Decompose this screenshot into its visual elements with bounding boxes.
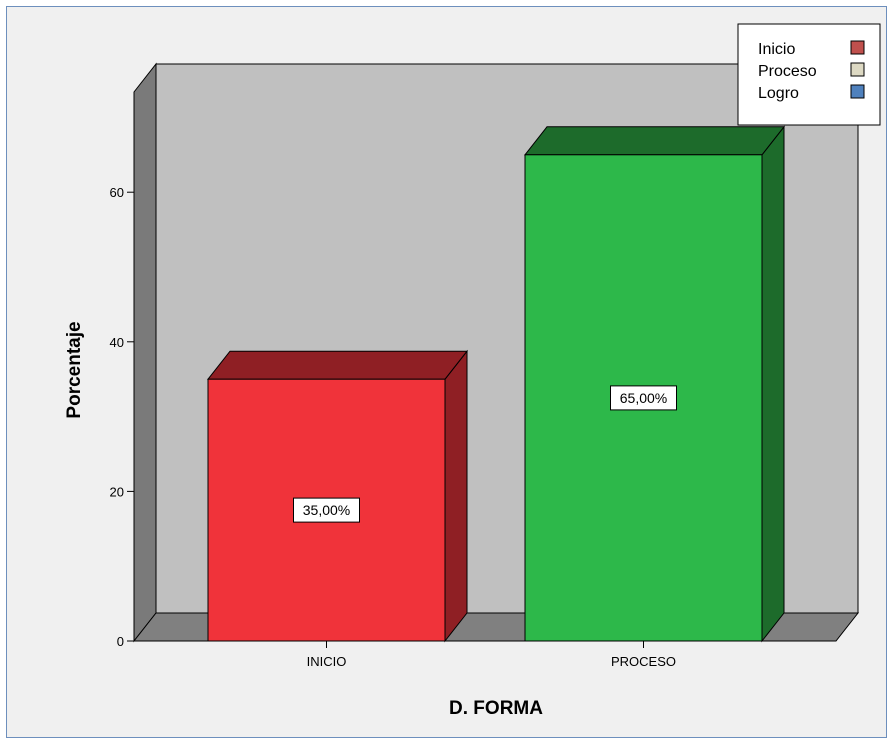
y-tick-label: 60 <box>110 185 124 200</box>
data-label-box <box>293 497 360 523</box>
bar-inicio: 35,00% <box>206 349 469 643</box>
legend-swatch <box>850 84 865 99</box>
y-axis: 0 20 40 60 <box>110 92 135 649</box>
left-wall <box>133 62 157 643</box>
x-axis-title: D. FORMA <box>449 698 543 719</box>
x-axis: INICIO PROCESO <box>307 641 676 669</box>
data-label: 65,00% <box>620 390 667 406</box>
legend-swatch <box>850 40 865 55</box>
data-label: 35,00% <box>303 502 350 518</box>
legend-swatch <box>850 62 865 77</box>
y-axis-title: Porcentaje <box>64 321 85 418</box>
legend: Inicio Proceso Logro <box>737 23 881 126</box>
legend-label: Proceso <box>758 63 817 80</box>
y-tick-label: 0 <box>117 634 124 649</box>
bar-side <box>761 125 785 643</box>
bar-side <box>444 349 468 643</box>
x-tick-label: PROCESO <box>611 654 676 669</box>
bar-top <box>206 350 469 380</box>
x-tick-label: INICIO <box>307 654 347 669</box>
legend-entry-inicio: Inicio <box>758 40 865 58</box>
legend-label: Logro <box>758 85 799 102</box>
y-tick-label: 40 <box>110 335 124 350</box>
bar-proceso: 65,00% <box>523 125 786 643</box>
data-label-box <box>610 385 677 411</box>
legend-label: Inicio <box>758 41 795 58</box>
y-tick-label: 20 <box>110 484 124 499</box>
bars: 35,00% 65,00% <box>206 125 786 643</box>
legend-entry-proceso: Proceso <box>758 62 865 80</box>
legend-entry-logro: Logro <box>758 84 865 102</box>
bar-top <box>523 126 786 156</box>
